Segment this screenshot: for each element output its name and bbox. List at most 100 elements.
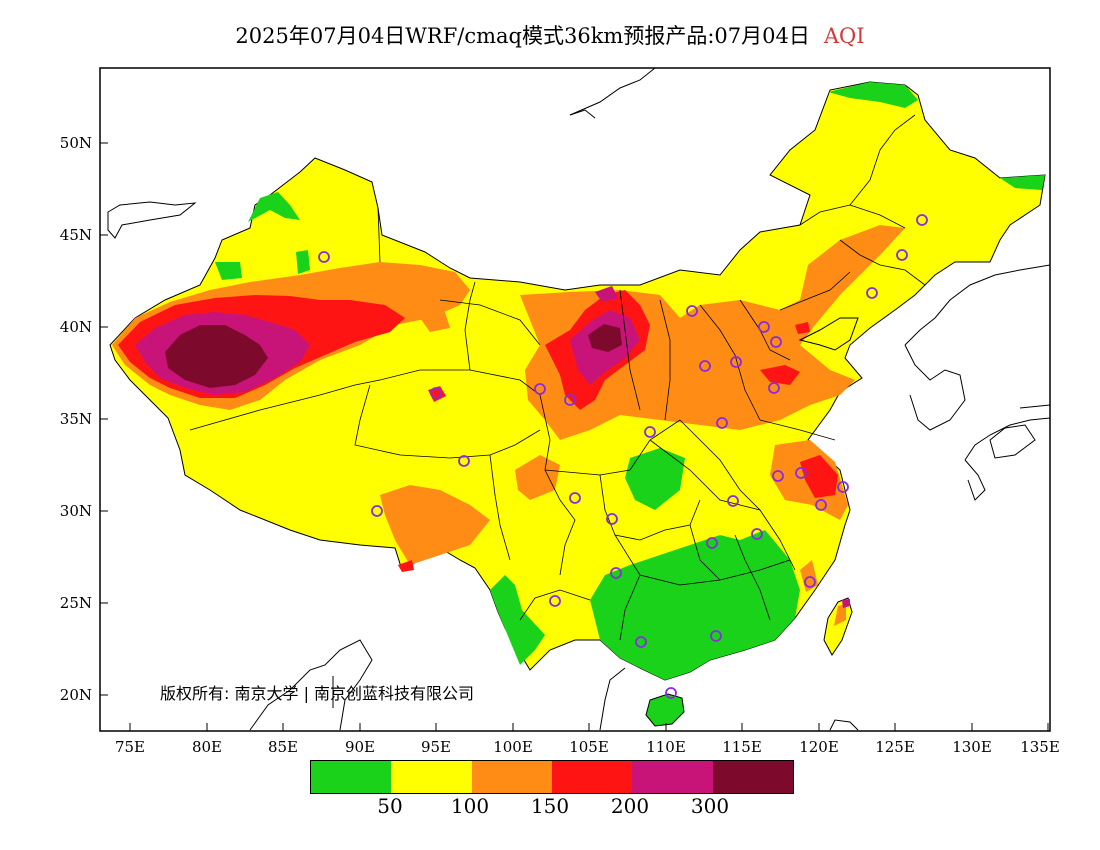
east-red [800, 455, 838, 498]
station-marker [804, 576, 816, 588]
taiwan-purple [842, 599, 850, 608]
station-marker [534, 383, 546, 395]
lat-label: 20N [60, 686, 92, 704]
taiwan-orange [834, 604, 846, 626]
inner-mongolia-purple [595, 286, 618, 302]
station-marker [610, 567, 622, 579]
station-marker [866, 287, 878, 299]
station-marker [896, 249, 908, 261]
station-marker [710, 630, 722, 642]
station-marker [458, 455, 470, 467]
station-marker [770, 336, 782, 348]
legend-label: 300 [690, 794, 730, 818]
station-marker [716, 417, 728, 429]
beijing-red [795, 322, 810, 334]
lon-label: 135E [1020, 738, 1060, 756]
station-marker [371, 505, 383, 517]
lat-label: 30N [60, 502, 92, 520]
legend-label: 50 [377, 794, 403, 818]
lon-label: 85E [268, 738, 298, 756]
south-green [590, 530, 800, 680]
station-marker [751, 528, 763, 540]
lon-label: 125E [875, 738, 915, 756]
station-marker [815, 499, 827, 511]
lat-label: 40N [60, 318, 92, 336]
lat-label: 50N [60, 134, 92, 152]
station-marker [318, 251, 330, 263]
lon-label: 120E [799, 738, 839, 756]
northwest-green-2 [215, 262, 242, 280]
lon-label: 90E [345, 738, 375, 756]
northwest-green-3 [296, 250, 310, 274]
neighbour-borders [107, 68, 1050, 731]
station-marker [730, 356, 742, 368]
legend-swatch-moderate [391, 761, 472, 793]
station-marker [706, 537, 718, 549]
station-marker [772, 470, 784, 482]
loess-hazardous [588, 324, 622, 352]
legend-swatch-sensitive [471, 761, 552, 793]
north-china-red [760, 365, 800, 385]
lon-label: 110E [646, 738, 686, 756]
sichuan-orange [515, 455, 560, 500]
legend-swatch-good [311, 761, 392, 793]
province-boundaries [189, 114, 926, 641]
lat-label: 45N [60, 226, 92, 244]
station-marker [549, 595, 561, 607]
northeast-green [828, 82, 918, 108]
legend-swatch-hazardous [712, 761, 793, 793]
southwest-orange [380, 485, 490, 565]
station-marker [837, 481, 849, 493]
lat-ticks [100, 142, 108, 696]
east-green [1000, 175, 1045, 190]
legend-label: 200 [610, 794, 650, 818]
station-marker [430, 387, 442, 399]
lon-label: 95E [421, 738, 451, 756]
legend-swatch-very-unhealthy [632, 761, 713, 793]
map-title: 2025年07月04日WRF/cmaq模式36km预报产品:07月04日 AQI [0, 20, 1100, 50]
station-marker [665, 687, 677, 699]
station-marker [569, 492, 581, 504]
station-marker [644, 426, 656, 438]
lon-label: 115E [722, 738, 762, 756]
north-orange [520, 225, 905, 440]
lat-label: 25N [60, 594, 92, 612]
legend-swatch-unhealthy [551, 761, 633, 793]
lat-labels: 50N 45N 40N 35N 30N 25N 20N [60, 134, 92, 704]
central-green [625, 448, 685, 510]
southwest-green [490, 575, 545, 665]
northwest-green-1 [248, 192, 300, 222]
southwest-red-dot [398, 560, 414, 572]
title-variable: AQI [823, 24, 865, 48]
station-marker [795, 467, 807, 479]
station-marker [635, 636, 647, 648]
station-marker [686, 305, 698, 317]
lon-labels: 75E 80E 85E 90E 95E 100E 105E 110E 115E … [115, 738, 1060, 756]
station-marker [606, 513, 618, 525]
station-marker [768, 382, 780, 394]
legend-label: 100 [450, 794, 490, 818]
station-marker [758, 321, 770, 333]
taklimakan-hazardous [165, 325, 268, 388]
station-marker [727, 495, 739, 507]
lon-label: 80E [192, 738, 222, 756]
hainan-region [645, 693, 685, 727]
inner-mongolia-orange [420, 312, 450, 332]
legend-label: 150 [530, 794, 570, 818]
copyright-text: 版权所有: 南京大学 | 南京创蓝科技有限公司 [160, 684, 475, 703]
legend-labels: 50 100 150 200 300 [0, 794, 1100, 818]
color-legend [310, 760, 794, 794]
title-main: 2025年07月04日WRF/cmaq模式36km预报产品:07月04日 [235, 24, 810, 48]
lon-ticks [129, 723, 1049, 731]
lon-label: 100E [493, 738, 533, 756]
station-marker [916, 214, 928, 226]
aqi-field [107, 68, 1050, 731]
lon-label: 105E [569, 738, 609, 756]
lon-label: 130E [952, 738, 992, 756]
station-markers [318, 214, 928, 699]
lon-label: 75E [115, 738, 145, 756]
lat-label: 35N [60, 410, 92, 428]
station-marker [699, 360, 711, 372]
station-marker [564, 394, 576, 406]
